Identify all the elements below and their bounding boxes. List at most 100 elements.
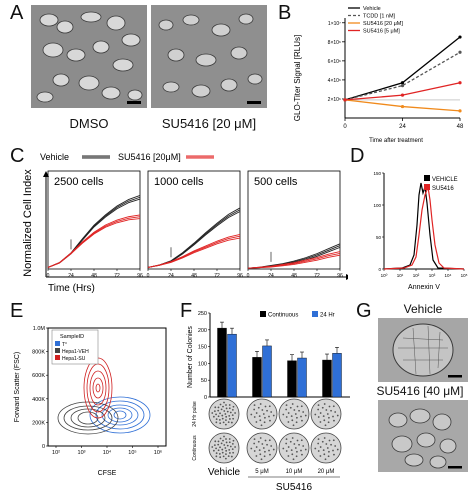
colony-dot [231, 448, 234, 451]
colony-dot [296, 416, 298, 419]
panel-e-letter: E [10, 300, 24, 322]
colony-dot [229, 452, 231, 454]
colony-dot [229, 445, 232, 448]
colony-dot [264, 405, 267, 408]
colony-dot [328, 416, 330, 419]
panel-c-subplot-title: 500 cells [254, 176, 298, 188]
contour-t0 [89, 396, 151, 434]
colony-dot [294, 447, 297, 449]
panel-c-xtick-label: 72 [114, 273, 120, 279]
colony-dot [266, 443, 268, 446]
panel-e-flow-plot: 0 200K 400K 600K 800K 1.0M 10² 10³ 10⁴ 10⁵ 10⁶ Sam… [14, 326, 167, 477]
panel-c-xtick-label: 72 [214, 273, 220, 279]
colony-dot [317, 404, 320, 407]
colony-dot [217, 449, 220, 452]
colony-dot [290, 415, 293, 418]
colony-dot [225, 404, 227, 406]
colony-dot [221, 451, 224, 454]
panel-b-xtick-label: 48 [457, 124, 464, 130]
colony-dot [264, 450, 266, 453]
colony-dot [262, 413, 265, 415]
category-5um: 5 μM [255, 469, 268, 475]
colony-dot [292, 458, 295, 461]
micrograph-su5416-texture [151, 5, 267, 108]
legend-veh-text: Hepa1-VEH [62, 349, 89, 355]
colony-dot [324, 458, 327, 461]
colony-dot [222, 455, 225, 458]
colony-dot [227, 421, 230, 424]
colony-dot [291, 403, 294, 405]
colony-dot [336, 448, 339, 451]
panel-b-data-point [343, 98, 347, 102]
panel-b-ytick-label: 2×10⁶ [328, 97, 341, 103]
colony-dot [336, 414, 339, 417]
colony-dot [295, 455, 298, 458]
legend-su5416-text: SU5416 [432, 186, 454, 192]
legend-vehicle-box [424, 175, 430, 181]
colony-dot [260, 424, 263, 427]
colony-dot [232, 439, 235, 442]
colony-dot [213, 444, 216, 447]
panel-b-ytick-label: 6×10⁶ [328, 59, 341, 65]
colony-dot [332, 449, 334, 452]
colony-dot [211, 446, 214, 448]
panel-c-xtick-label: 48 [91, 273, 97, 279]
colony-dot [231, 414, 234, 417]
category-10um: 10 μM [286, 469, 303, 475]
colony-dot [323, 419, 326, 422]
colony-dot [314, 447, 317, 450]
colony-dot [224, 423, 227, 426]
panel-b-data-point [400, 93, 405, 97]
histogram-vehicle [383, 182, 465, 270]
colony-dot [282, 447, 285, 450]
panel-c-chart: 2500 cells 0 24 48 72 96 1000 cells 0 24 48 72 96 50… [22, 169, 348, 294]
panel-b-data-point [400, 104, 405, 109]
colony-dot [272, 448, 275, 451]
colony-dot [222, 439, 224, 442]
colony-dot [225, 438, 227, 440]
panel-c-letter: C [10, 145, 25, 167]
panel-d-xtick-label: 10⁵ [461, 273, 468, 278]
colony-dot [255, 455, 258, 457]
colony-dot [215, 455, 218, 458]
colony-dot [304, 414, 307, 417]
panel-b-letter: B [278, 2, 292, 24]
colony-dot [257, 406, 260, 409]
colony-dot [221, 417, 224, 420]
colony-dot [224, 413, 227, 415]
colony-dot [301, 419, 303, 422]
panel-d-ytick-label: 0 [378, 267, 381, 272]
colony-dot [260, 458, 263, 461]
colony-dot [225, 407, 228, 410]
panel-f-ytick-label: 150 [198, 345, 207, 351]
colony-dot [300, 405, 303, 408]
colony-dot [269, 419, 271, 422]
panel-e-ytick-label: 1.0M [33, 326, 46, 332]
colony-dot [325, 409, 328, 411]
panel-c-xtick-label: 96 [337, 273, 343, 279]
colony-dot [217, 409, 220, 412]
panel-c-ylabel: Normalized Cell Index [22, 169, 34, 277]
colony-dot [215, 447, 217, 450]
colony-dot [304, 448, 307, 451]
colony-dot [215, 413, 217, 416]
colony-dot [213, 410, 216, 413]
colony-dot [255, 412, 258, 414]
panel-c-subplot-title: 1000 cells [154, 176, 204, 188]
panel-b-xlabel: Time after treatment [369, 138, 423, 144]
panel-c-subplot-title: 2500 cells [54, 176, 104, 188]
colony-su5416-image [378, 400, 468, 472]
micrograph-su5416 [151, 5, 267, 108]
colony-dot [326, 413, 329, 415]
colony-dot [218, 453, 221, 455]
panel-e-ytick-label: 0 [42, 444, 45, 450]
colony-dot [217, 415, 220, 418]
colony-dot [228, 448, 231, 451]
colony-dot [317, 442, 320, 445]
colony-dot [219, 446, 221, 449]
colony-dot [221, 414, 224, 417]
colony-dot [300, 439, 303, 442]
panel-c-xtick-label: 24 [68, 273, 74, 279]
label-g-su5416-40um: SU5416 [40 μM] [376, 384, 464, 398]
panel-f-category-labels: Vehicle 5 μM 10 μM 20 μM SU5416 [208, 467, 340, 493]
